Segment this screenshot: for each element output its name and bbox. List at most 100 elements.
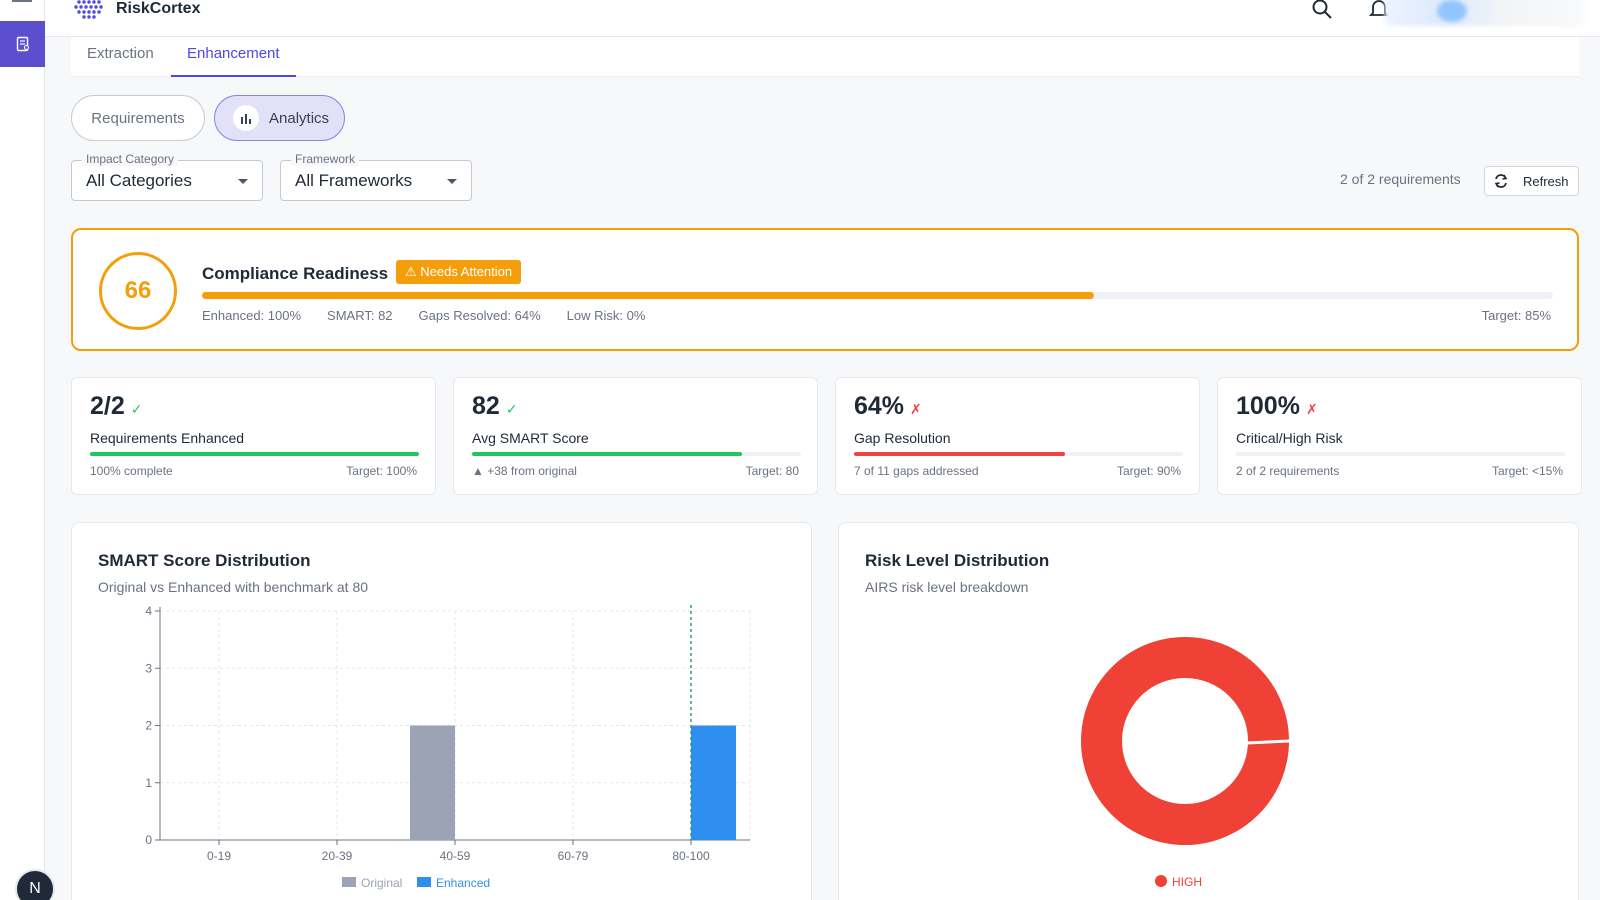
bar-chart-icon (233, 105, 259, 131)
impact-category-label: Impact Category (82, 152, 179, 166)
risk-distribution-card: Risk Level Distribution AIRS risk level … (838, 522, 1579, 900)
requirements-view-label: Requirements (91, 109, 185, 127)
analytics-view-label: Analytics (269, 109, 330, 127)
kpi-progress-track (1236, 452, 1565, 456)
kpi-progress-fill (854, 452, 1065, 456)
search-button[interactable] (1311, 0, 1333, 25)
kpi-subtext: 2 of 2 requirements (1236, 464, 1340, 478)
legend-label: HIGH (1172, 875, 1202, 889)
y-tick-label: 3 (145, 661, 152, 675)
menu-icon[interactable] (12, 0, 32, 2)
app-name: RiskCortex (116, 0, 201, 17)
x-tick-label: 0-19 (207, 849, 231, 863)
kpi-label: Avg SMART Score (472, 430, 589, 446)
requirements-count: 2 of 2 requirements (1340, 171, 1461, 187)
kpi-value: 2/2 (90, 392, 125, 420)
kpi-progress-track (90, 452, 419, 456)
legend-swatch (342, 877, 356, 887)
framework-select[interactable]: Framework All Frameworks (280, 152, 472, 201)
kpi-value: 64% (854, 392, 905, 420)
kpi-subtext: 7 of 11 gaps addressed (854, 464, 979, 478)
metric-gaps-resolved: Gaps Resolved: 64% (418, 308, 541, 323)
status-badge: ⚠ Needs Attention (396, 260, 522, 284)
readiness-score-ring: 66 (99, 252, 177, 330)
kpi-card-gap-resolution: 64% ✗ Gap Resolution 7 of 11 gaps address… (835, 377, 1200, 495)
kpi-target: Target: 100% (346, 464, 417, 478)
risk-donut-chart: HIGH (1081, 637, 1291, 889)
cross-icon: ✗ (910, 401, 922, 417)
requirements-view-button[interactable]: Requirements (71, 95, 205, 141)
framework-value: All Frameworks (295, 171, 413, 190)
y-tick-label: 1 (145, 776, 152, 790)
kpi-label: Critical/High Risk (1236, 430, 1343, 446)
refresh-button[interactable]: Refresh (1484, 166, 1579, 196)
kpi-card-requirements-enhanced: 2/2 ✓ Requirements Enhanced 100% complete… (71, 377, 436, 495)
kpi-progress-fill (472, 452, 742, 456)
kpi-progress-track (854, 452, 1183, 456)
document-icon (16, 36, 29, 52)
bar-original (410, 725, 455, 840)
readiness-title: Compliance Readiness (202, 264, 389, 283)
pie-slice-high (1081, 637, 1289, 845)
kpi-subtext: ▲ +38 from original (472, 464, 577, 478)
kpi-target: Target: 80 (745, 464, 799, 478)
tab-extraction[interactable]: Extraction (87, 45, 154, 62)
check-icon: ✓ (130, 401, 143, 417)
kpi-card-critical-high-risk: 100% ✗ Critical/High Risk 2 of 2 requirem… (1217, 377, 1582, 495)
readiness-metrics: Enhanced: 100% SMART: 82 Gaps Resolved: … (202, 308, 645, 323)
kpi-target: Target: <15% (1491, 464, 1563, 478)
kpi-value: 82 (472, 392, 500, 420)
chart-title: SMART Score Distribution (98, 551, 311, 570)
cross-icon: ✗ (1305, 401, 1318, 417)
kpi-target: Target: 90% (1116, 464, 1181, 478)
legend-swatch (417, 877, 431, 887)
y-tick-label: 4 (145, 604, 152, 618)
rail-item-requirements[interactable] (0, 21, 45, 67)
analytics-view-button[interactable]: Analytics (214, 95, 345, 141)
chart-subtitle: AIRS risk level breakdown (865, 579, 1029, 595)
refresh-label: Refresh (1523, 173, 1569, 189)
x-tick-label: 40-59 (440, 849, 471, 863)
legend-label: Enhanced (436, 876, 490, 890)
chart-title: Risk Level Distribution (865, 551, 1050, 570)
page-tabs: Extraction Enhancement (71, 37, 1579, 77)
x-tick-label: 60-79 (558, 849, 589, 863)
user-profile-menu[interactable] (1385, 0, 1585, 26)
kpi-progress-track (472, 452, 801, 456)
impact-category-select[interactable]: Impact Category All Categories (71, 152, 263, 201)
y-tick-label: 0 (145, 833, 152, 847)
kpi-subtext: 100% complete (90, 464, 173, 478)
brain-logo-icon (74, 0, 103, 19)
check-icon: ✓ (505, 401, 518, 417)
compliance-readiness-card: 66 Compliance Readiness ⚠ Needs Attentio… (71, 228, 1579, 351)
chevron-down-icon (238, 179, 248, 184)
chevron-down-icon (447, 179, 457, 184)
left-rail: N (0, 0, 55, 900)
x-tick-label: 20-39 (322, 849, 353, 863)
user-avatar[interactable]: N (15, 869, 55, 900)
legend-swatch (1155, 875, 1167, 887)
search-icon (1312, 0, 1332, 19)
kpi-card-avg-smart-score: 82 ✓ Avg SMART Score ▲ +38 from original … (453, 377, 818, 495)
kpi-label: Gap Resolution (854, 430, 951, 446)
tab-enhancement[interactable]: Enhancement (171, 37, 296, 77)
legend-label: Original (361, 876, 402, 890)
x-tick-label: 80-100 (672, 849, 710, 863)
readiness-progress-fill (202, 292, 1094, 299)
kpi-label: Requirements Enhanced (90, 430, 245, 446)
metric-smart: SMART: 82 (327, 308, 393, 323)
bar-enhanced (691, 725, 736, 840)
kpi-progress-fill (90, 452, 419, 456)
readiness-progress-track (202, 292, 1553, 299)
slice-separator (1246, 739, 1291, 745)
y-tick-label: 2 (145, 719, 152, 733)
metric-low-risk: Low Risk: 0% (566, 308, 646, 323)
smart-bar-chart: 0 1 2 3 4 0-19 20-39 40-59 60-79 80-100 Original En… (145, 604, 751, 890)
impact-category-value: All Categories (86, 171, 192, 190)
readiness-target: Target: 85% (1481, 308, 1551, 323)
smart-distribution-card: SMART Score Distribution Original vs Enh… (71, 522, 812, 900)
top-header: RiskCortex (45, 0, 1600, 37)
app-logo[interactable]: RiskCortex (72, 0, 200, 24)
kpi-value: 100% (1236, 392, 1300, 420)
chart-subtitle: Original vs Enhanced with benchmark at 8… (98, 579, 369, 595)
